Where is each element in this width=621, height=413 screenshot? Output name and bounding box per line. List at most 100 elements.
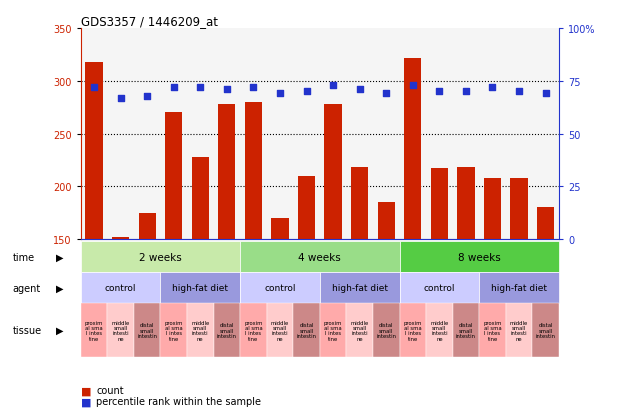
Bar bbox=[399, 304, 426, 357]
Bar bbox=[532, 304, 559, 357]
Bar bbox=[320, 273, 399, 304]
Bar bbox=[245, 102, 262, 240]
Point bbox=[355, 87, 365, 93]
Point bbox=[461, 89, 471, 95]
Text: proxim
al sma
l intes
tine: proxim al sma l intes tine bbox=[165, 320, 183, 341]
Text: proxim
al sma
l intes
tine: proxim al sma l intes tine bbox=[85, 320, 103, 341]
Text: 4 weeks: 4 weeks bbox=[299, 252, 341, 262]
Bar bbox=[324, 105, 342, 240]
Point bbox=[275, 91, 285, 97]
Point bbox=[89, 85, 99, 91]
Bar bbox=[373, 304, 399, 357]
Text: middle
small
intesti
ne: middle small intesti ne bbox=[111, 320, 130, 341]
Text: tissue: tissue bbox=[12, 325, 42, 335]
Text: control: control bbox=[105, 284, 137, 292]
Text: distal
small
intestin: distal small intestin bbox=[297, 323, 317, 338]
Text: GDS3357 / 1446209_at: GDS3357 / 1446209_at bbox=[81, 15, 218, 28]
Text: high-fat diet: high-fat diet bbox=[172, 284, 229, 292]
Text: proxim
al sma
l intes
tine: proxim al sma l intes tine bbox=[404, 320, 422, 341]
Bar bbox=[298, 176, 315, 240]
Text: distal
small
intestin: distal small intestin bbox=[456, 323, 476, 338]
Bar bbox=[320, 304, 347, 357]
Bar bbox=[399, 242, 559, 273]
Text: distal
small
intestin: distal small intestin bbox=[137, 323, 157, 338]
Bar bbox=[112, 237, 129, 240]
Bar bbox=[378, 203, 395, 240]
Text: middle
small
intesti
ne: middle small intesti ne bbox=[510, 320, 528, 341]
Bar bbox=[160, 304, 187, 357]
Point bbox=[248, 85, 258, 91]
Bar bbox=[404, 58, 422, 240]
Bar bbox=[347, 304, 373, 357]
Text: ■: ■ bbox=[81, 396, 91, 406]
Bar bbox=[266, 304, 293, 357]
Bar bbox=[453, 304, 479, 357]
Bar bbox=[537, 208, 555, 240]
Bar bbox=[160, 273, 240, 304]
Text: middle
small
intesti
ne: middle small intesti ne bbox=[430, 320, 448, 341]
Bar bbox=[293, 304, 320, 357]
Bar bbox=[81, 304, 107, 357]
Text: control: control bbox=[424, 284, 455, 292]
Bar bbox=[426, 304, 453, 357]
Point bbox=[434, 89, 444, 95]
Point bbox=[116, 95, 125, 102]
Text: proxim
al sma
l intes
tine: proxim al sma l intes tine bbox=[244, 320, 263, 341]
Bar bbox=[479, 273, 559, 304]
Point bbox=[487, 85, 497, 91]
Text: control: control bbox=[264, 284, 296, 292]
Point bbox=[514, 89, 524, 95]
Bar bbox=[165, 113, 183, 240]
Text: ▶: ▶ bbox=[56, 252, 63, 262]
Bar bbox=[134, 304, 160, 357]
Text: proxim
al sma
l intes
tine: proxim al sma l intes tine bbox=[483, 320, 502, 341]
Bar bbox=[399, 273, 479, 304]
Bar bbox=[214, 304, 240, 357]
Bar bbox=[138, 213, 156, 240]
Bar bbox=[192, 157, 209, 240]
Bar bbox=[81, 242, 240, 273]
Point bbox=[541, 91, 551, 97]
Point bbox=[169, 85, 179, 91]
Text: middle
small
intesti
ne: middle small intesti ne bbox=[350, 320, 369, 341]
Text: distal
small
intestin: distal small intestin bbox=[376, 323, 396, 338]
Text: distal
small
intestin: distal small intestin bbox=[536, 323, 556, 338]
Bar bbox=[187, 304, 214, 357]
Bar bbox=[351, 168, 368, 240]
Text: high-fat diet: high-fat diet bbox=[491, 284, 547, 292]
Bar bbox=[457, 168, 474, 240]
Text: time: time bbox=[12, 252, 35, 262]
Point bbox=[142, 93, 152, 100]
Bar bbox=[479, 304, 505, 357]
Point bbox=[222, 87, 232, 93]
Text: ■: ■ bbox=[81, 385, 91, 395]
Bar bbox=[431, 169, 448, 240]
Bar bbox=[240, 304, 266, 357]
Text: middle
small
intesti
ne: middle small intesti ne bbox=[271, 320, 289, 341]
Text: 2 weeks: 2 weeks bbox=[139, 252, 182, 262]
Text: ▶: ▶ bbox=[56, 325, 63, 335]
Bar bbox=[484, 178, 501, 240]
Point bbox=[381, 91, 391, 97]
Bar bbox=[218, 105, 235, 240]
Bar bbox=[240, 242, 399, 273]
Text: count: count bbox=[96, 385, 124, 395]
Text: percentile rank within the sample: percentile rank within the sample bbox=[96, 396, 261, 406]
Bar bbox=[240, 273, 320, 304]
Text: ▶: ▶ bbox=[56, 283, 63, 293]
Point bbox=[195, 85, 205, 91]
Text: middle
small
intesti
ne: middle small intesti ne bbox=[191, 320, 209, 341]
Point bbox=[328, 83, 338, 89]
Text: agent: agent bbox=[12, 283, 40, 293]
Text: high-fat diet: high-fat diet bbox=[332, 284, 388, 292]
Bar bbox=[81, 273, 160, 304]
Point bbox=[302, 89, 312, 95]
Point bbox=[408, 83, 418, 89]
Bar bbox=[271, 218, 289, 240]
Bar bbox=[107, 304, 134, 357]
Text: 8 weeks: 8 weeks bbox=[458, 252, 501, 262]
Bar bbox=[505, 304, 532, 357]
Bar bbox=[85, 63, 102, 240]
Text: proxim
al sma
l intes
tine: proxim al sma l intes tine bbox=[324, 320, 342, 341]
Text: distal
small
intestin: distal small intestin bbox=[217, 323, 237, 338]
